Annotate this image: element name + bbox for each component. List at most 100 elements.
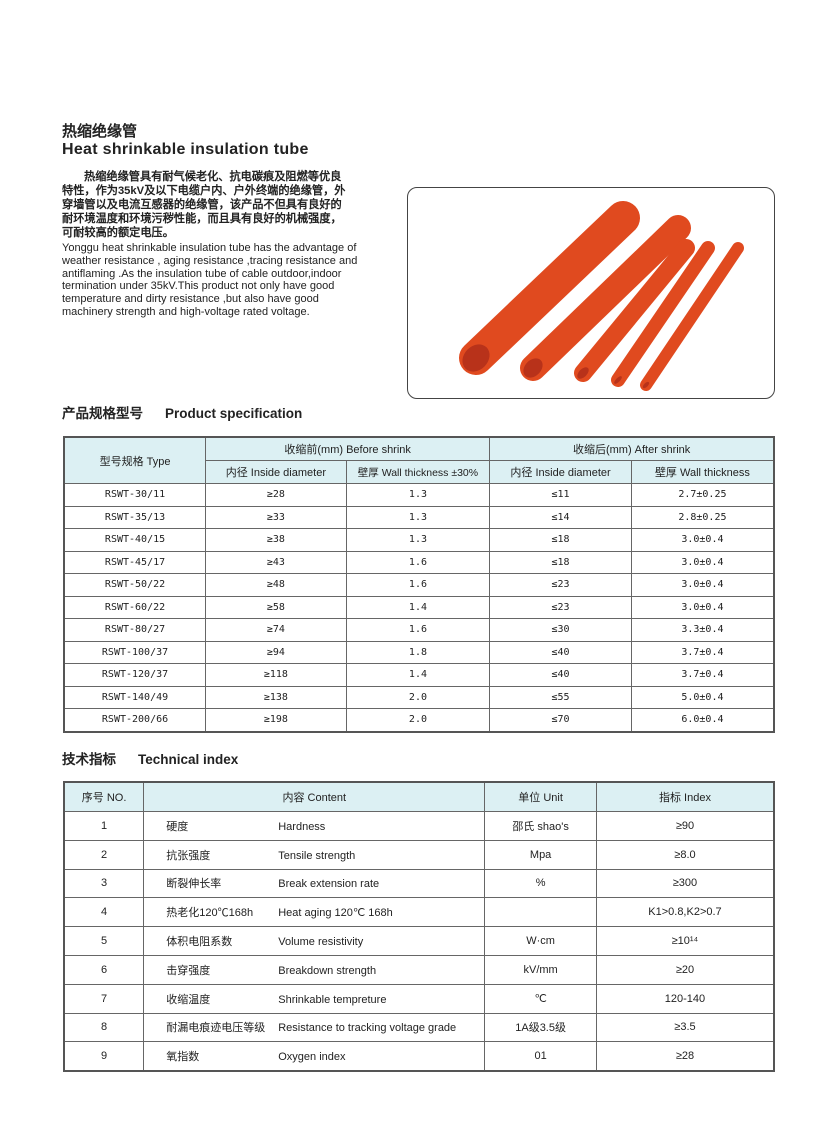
table-cell: 3.0±0.4 — [630, 595, 775, 619]
spec-heading: 产品规格型号 Product specification — [62, 402, 324, 422]
table-cell: ≤70 — [489, 708, 632, 732]
table-cell: ≤23 — [489, 595, 632, 619]
spec-heading-en: Product specification — [165, 406, 303, 421]
table-cell: ≤18 — [489, 528, 632, 552]
intro-cn: 热缩绝缘管具有耐气候老化、抗电碳痕及阻燃等优良特性，作为35kV及以下电缆户内、… — [62, 171, 346, 239]
table-cell: ≥10¹⁴ — [595, 926, 775, 956]
table-row: 7 收缩温度 Shrinkable tempreture ℃ 120-140 — [63, 983, 775, 1014]
tube-end — [614, 376, 622, 384]
table-cell: 1.6 — [345, 618, 491, 642]
table-cell: 2.0 — [345, 708, 491, 732]
table-cell — [484, 897, 597, 928]
table-cell: ≤40 — [489, 663, 632, 687]
table-cell: RSWT-80/27 — [63, 618, 207, 642]
table-cell: ≤14 — [489, 505, 632, 529]
table-cell: 1.8 — [345, 640, 491, 664]
table-cell: RSWT-40/15 — [63, 528, 207, 552]
tube-end — [642, 381, 650, 389]
table-cell: 1.3 — [345, 528, 491, 552]
tube — [611, 241, 715, 387]
table-cell: ≥118 — [205, 663, 347, 687]
header-wt-before: 壁厚 Wall thickness ±30% — [345, 460, 491, 484]
content-cn: 抗张强度 — [166, 849, 211, 862]
table-row: 6 击穿强度 Breakdown strength kV/mm ≥20 — [63, 954, 775, 985]
table-cell: ≤23 — [489, 573, 632, 597]
header-before: 收缩前(mm) Before shrink — [205, 436, 491, 461]
header-wt-after: 壁厚 Wall thickness — [630, 460, 775, 484]
table-cell: 耐漏电痕迹电压等级 Resistance to tracking voltage … — [143, 1012, 486, 1043]
table-cell: 8 — [63, 1012, 145, 1043]
table-cell: kV/mm — [484, 954, 597, 985]
header-id-after: 内径 Inside diameter — [489, 460, 632, 484]
table-cell: 3.0±0.4 — [630, 528, 775, 552]
table-cell: ≥28 — [205, 483, 347, 507]
table-cell: 断裂伸长率 Break extension rate — [143, 868, 486, 899]
table-cell: 3.0±0.4 — [630, 573, 775, 597]
table-cell: 1.3 — [345, 505, 491, 529]
tube-end — [462, 344, 490, 372]
table-cell: 3.7±0.4 — [630, 663, 775, 687]
table-cell: RSWT-140/49 — [63, 685, 207, 709]
table-cell: 120-140 — [595, 983, 775, 1014]
table-row: RSWT-30/11 ≥28 1.3 ≤11 2.7±0.25 — [63, 483, 775, 507]
table-cell: RSWT-50/22 — [63, 573, 207, 597]
content-cn: 氧指数 — [166, 1051, 200, 1064]
content-cn: 击穿强度 — [166, 964, 211, 977]
table-row: 8 耐漏电痕迹电压等级 Resistance to tracking voltage… — [63, 1012, 775, 1043]
table-cell: ≥8.0 — [595, 839, 775, 870]
table-row: 3 断裂伸长率 Break extension rate% ≥300 — [63, 868, 775, 899]
table-cell: ≥48 — [205, 573, 347, 597]
tube-end — [577, 367, 589, 379]
table-cell: K1>0.8,K2>0.7 — [595, 897, 775, 928]
table-cell: ≤30 — [489, 618, 632, 642]
table-row: RSWT-140/49 ≥138 2.0 ≤55 5.0±0.4 — [63, 685, 775, 709]
table-cell: 1.4 — [345, 663, 491, 687]
tech-table: 序号 NO. 内容 Content 单位 Unit 指标 Index 1 硬度 Ha… — [63, 781, 775, 1073]
table-row: RSWT-35/13 ≥33 1.3 ≤14 2.8±0.25 — [63, 505, 775, 529]
table-cell: 7 — [63, 983, 145, 1014]
table-cell: 9 — [63, 1041, 145, 1072]
table-cell: 2.7±0.25 — [630, 483, 775, 507]
table-cell: 1A级3.5级 — [484, 1012, 597, 1043]
table-row: 2 抗张强度 Tensile strength Mpa ≥8.0 — [63, 839, 775, 870]
table-row: RSWT-45/17 ≥43 1.6 ≤18 3.0±0.4 — [63, 550, 775, 574]
table-cell: ℃ — [484, 983, 597, 1014]
table-cell: ≥28 — [595, 1041, 775, 1072]
table-cell: 1.4 — [345, 595, 491, 619]
table-row: 1 硬度 Hardness 邵氏 shao's ≥90 — [63, 811, 775, 841]
table-cell: 5 — [63, 926, 145, 956]
header-index: 指标 Index — [595, 781, 775, 812]
table-cell: 6 — [63, 954, 145, 985]
table-cell: RSWT-60/22 — [63, 595, 207, 619]
tube — [640, 242, 744, 391]
table-cell: RSWT-120/37 — [63, 663, 207, 687]
table-cell: ≤55 — [489, 685, 632, 709]
table-cell: 硬度 Hardness — [143, 811, 486, 841]
intro-en: Yonggu heat shrinkable insulation tube h… — [62, 242, 358, 318]
table-cell: ≤18 — [489, 550, 632, 574]
content-en: Tensile strength — [278, 849, 356, 862]
spec-heading-cn: 产品规格型号 — [62, 406, 143, 421]
table-cell: 体积电阻系数 Volume resistivity — [143, 926, 486, 956]
table-row: RSWT-200/66 ≥198 2.0 ≤70 6.0±0.4 — [63, 708, 775, 732]
content-en: Resistance to tracking voltage grade — [278, 1022, 457, 1035]
tube — [574, 239, 695, 382]
table-cell: 击穿强度 Breakdown strength — [143, 954, 486, 985]
table-cell: 6.0±0.4 — [630, 708, 775, 732]
table-row: 5 体积电阻系数 Volume resistivity W·cm ≥10¹⁴ — [63, 926, 775, 956]
table-cell: 收缩温度 Shrinkable tempreture — [143, 983, 486, 1014]
table-row: RSWT-40/15 ≥38 1.3 ≤18 3.0±0.4 — [63, 528, 775, 552]
content-cn: 体积电阻系数 — [166, 936, 233, 949]
tech-heading: 技术指标 Technical index — [62, 748, 260, 768]
table-cell: Mpa — [484, 839, 597, 870]
tubes-image — [459, 201, 744, 391]
table-cell: 热老化120℃168h Heat aging 120℃ 168h — [143, 897, 486, 928]
table-cell: 5.0±0.4 — [630, 685, 775, 709]
table-cell: 邵氏 shao's — [484, 811, 597, 841]
table-cell: ≥43 — [205, 550, 347, 574]
header-id-before: 内径 Inside diameter — [205, 460, 347, 484]
content-en: Shrinkable tempreture — [278, 993, 387, 1006]
table-cell: ≥3.5 — [595, 1012, 775, 1043]
table-cell: ≤40 — [489, 640, 632, 664]
table-cell: 4 — [63, 897, 145, 928]
